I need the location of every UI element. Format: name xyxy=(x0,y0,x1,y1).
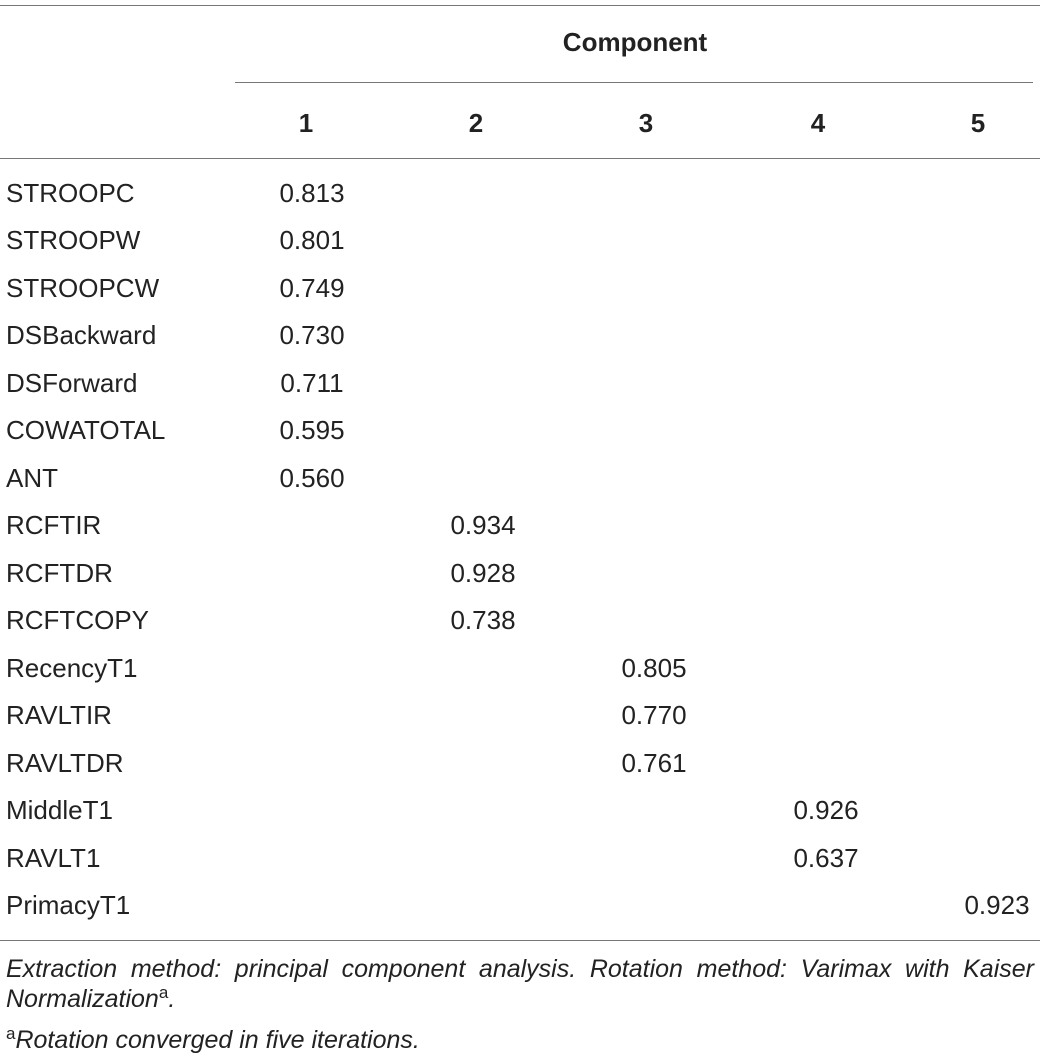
loading-value: 0.595 xyxy=(279,415,345,446)
bottom-rule xyxy=(0,940,1040,941)
column-header: 1 xyxy=(298,108,314,138)
row-label: DSForward xyxy=(6,367,138,398)
method-end: . xyxy=(168,985,176,1013)
loading-value: 0.928 xyxy=(450,557,516,588)
loading-value: 0.738 xyxy=(450,605,516,636)
loading-value: 0.637 xyxy=(793,842,859,873)
column-header: 5 xyxy=(970,108,986,138)
loading-value: 0.761 xyxy=(621,747,687,778)
loading-value: 0.711 xyxy=(280,367,344,398)
method-text: Extraction method: principal component a… xyxy=(6,955,1034,1013)
header-title: Component xyxy=(562,27,708,57)
row-label: ANT xyxy=(6,462,58,493)
row-label: PrimacyT1 xyxy=(6,890,131,921)
row-label: RCFTCOPY xyxy=(6,605,149,636)
loading-value: 0.770 xyxy=(621,700,687,731)
header-rule xyxy=(235,82,1033,83)
row-label: RAVLTIR xyxy=(6,700,112,731)
row-label: DSBackward xyxy=(6,320,157,351)
top-rule xyxy=(0,5,1040,6)
row-label: COWATOTAL xyxy=(6,415,166,446)
loading-value: 0.926 xyxy=(793,795,859,826)
loading-value: 0.813 xyxy=(279,178,345,208)
column-header: 4 xyxy=(810,108,826,138)
method-marker: a xyxy=(158,983,169,1002)
row-label: RAVLTDR xyxy=(6,747,124,778)
row-label: STROOPW xyxy=(6,225,141,256)
footnote-text: Rotation converged in five iterations. xyxy=(15,1026,420,1054)
loading-value: 0.923 xyxy=(964,890,1030,921)
row-label: RCFTIR xyxy=(6,510,102,541)
loading-value: 0.934 xyxy=(450,510,516,541)
footnote: aRotation converged in five iterations. xyxy=(6,1025,1034,1055)
footnote-marker: a xyxy=(6,1024,16,1043)
method-note: Extraction method: principal component a… xyxy=(6,954,1034,1014)
column-rule xyxy=(0,158,1040,159)
row-label: RecencyT1 xyxy=(6,652,138,683)
row-label: RAVLT1 xyxy=(6,842,101,873)
loading-value: 0.730 xyxy=(279,320,345,351)
loading-value: 0.805 xyxy=(621,652,687,683)
row-label: STROOPC xyxy=(6,178,135,208)
row-label: STROOPCW xyxy=(6,272,160,303)
loading-value: 0.560 xyxy=(279,462,345,493)
column-header: 2 xyxy=(468,108,484,138)
row-label: MiddleT1 xyxy=(6,795,113,826)
row-label: RCFTDR xyxy=(6,557,113,588)
loading-value: 0.749 xyxy=(279,272,345,303)
loading-value: 0.801 xyxy=(279,225,345,256)
column-header: 3 xyxy=(638,108,654,138)
